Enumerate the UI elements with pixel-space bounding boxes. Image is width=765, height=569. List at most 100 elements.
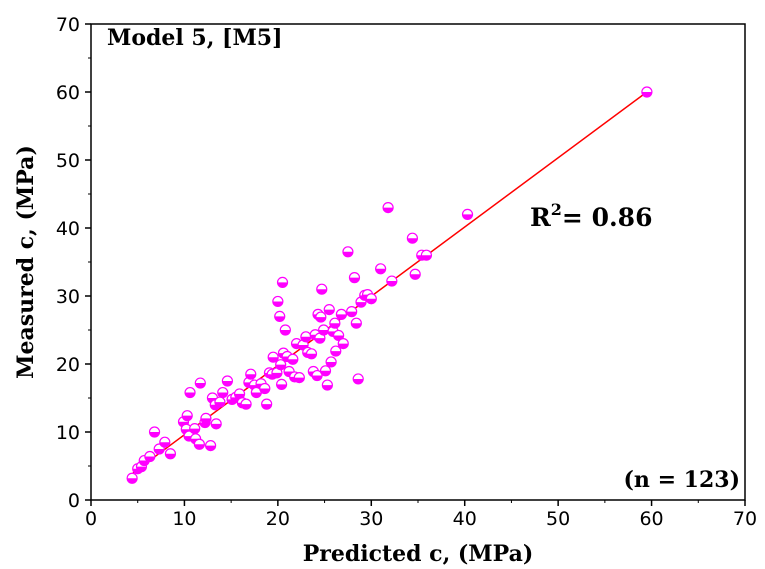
data-point bbox=[386, 275, 398, 287]
data-point bbox=[329, 317, 341, 329]
data-point bbox=[337, 338, 349, 350]
point-fill bbox=[185, 392, 196, 398]
chart-title: Model 5, [M5] bbox=[107, 25, 283, 51]
data-point bbox=[204, 440, 217, 452]
x-tick-label: 10 bbox=[172, 508, 196, 530]
point-fill bbox=[336, 314, 347, 320]
data-point bbox=[275, 378, 288, 390]
data-point bbox=[287, 353, 299, 365]
data-point bbox=[382, 202, 394, 214]
point-fill bbox=[375, 268, 386, 274]
data-point bbox=[300, 331, 312, 343]
data-point bbox=[250, 386, 262, 399]
data-point bbox=[184, 386, 196, 399]
point-fill bbox=[276, 384, 287, 390]
point-fill bbox=[261, 404, 272, 410]
y-axis-title: Measured c, (MPa) bbox=[13, 145, 39, 379]
data-point bbox=[276, 276, 289, 288]
point-fill bbox=[182, 415, 193, 421]
data-point bbox=[271, 367, 283, 379]
data-point bbox=[325, 356, 337, 368]
point-fill bbox=[326, 361, 337, 367]
point-fill bbox=[136, 466, 147, 472]
point-fill bbox=[159, 442, 170, 448]
point-fill bbox=[383, 207, 394, 213]
point-fill bbox=[277, 282, 288, 288]
point-fill bbox=[329, 323, 340, 329]
data-point bbox=[318, 324, 330, 336]
r2-prefix: R bbox=[530, 203, 551, 232]
data-point bbox=[181, 410, 193, 422]
data-point bbox=[348, 272, 361, 284]
x-tick-label: 60 bbox=[639, 508, 663, 530]
y-tick-label: 0 bbox=[68, 490, 80, 512]
data-point bbox=[350, 317, 362, 329]
point-fill bbox=[312, 375, 323, 381]
data-point bbox=[316, 283, 328, 295]
point-fill bbox=[274, 316, 285, 322]
point-fill bbox=[322, 385, 333, 391]
data-point bbox=[159, 436, 171, 448]
data-point bbox=[245, 368, 257, 380]
data-point bbox=[275, 359, 287, 371]
r2-annotation: R2= 0.86 bbox=[530, 200, 652, 232]
point-fill bbox=[421, 255, 432, 261]
axis-ticks bbox=[85, 23, 746, 506]
data-point bbox=[144, 450, 156, 463]
data-point bbox=[279, 324, 291, 336]
point-fill bbox=[251, 392, 262, 398]
data-point bbox=[365, 293, 377, 305]
point-fill bbox=[462, 214, 473, 220]
data-point bbox=[210, 418, 222, 430]
point-fill bbox=[144, 456, 155, 462]
point-fill bbox=[149, 432, 160, 437]
data-point bbox=[461, 208, 474, 220]
data-point bbox=[346, 306, 358, 318]
point-fill bbox=[641, 92, 652, 97]
point-fill bbox=[200, 418, 211, 424]
data-point bbox=[641, 86, 653, 98]
data-point bbox=[214, 396, 226, 408]
data-point bbox=[194, 377, 206, 389]
point-fill bbox=[353, 378, 364, 384]
point-fill bbox=[272, 301, 283, 307]
x-tick-label: 70 bbox=[733, 508, 757, 530]
x-tick-label: 40 bbox=[453, 508, 477, 530]
point-fill bbox=[316, 289, 327, 295]
y-tick-label: 40 bbox=[56, 218, 80, 240]
point-fill bbox=[349, 277, 360, 283]
point-fill bbox=[410, 274, 421, 280]
data-points bbox=[126, 86, 653, 484]
point-fill bbox=[275, 364, 286, 370]
point-fill bbox=[366, 298, 377, 304]
point-fill bbox=[346, 311, 357, 317]
point-fill bbox=[241, 404, 252, 410]
data-point bbox=[189, 423, 201, 435]
data-point bbox=[352, 373, 364, 385]
y-tick-label: 10 bbox=[56, 422, 80, 444]
data-point bbox=[406, 232, 418, 244]
point-fill bbox=[217, 392, 228, 398]
y-tick-label: 20 bbox=[56, 354, 80, 376]
point-fill bbox=[330, 351, 341, 357]
data-point bbox=[330, 345, 342, 357]
point-fill bbox=[214, 402, 225, 408]
point-fill bbox=[280, 330, 291, 335]
point-fill bbox=[318, 330, 329, 335]
data-point bbox=[135, 461, 148, 473]
point-fill bbox=[320, 370, 331, 376]
point-fill bbox=[139, 460, 150, 466]
point-fill bbox=[259, 388, 270, 394]
y-tick-label: 50 bbox=[56, 150, 80, 172]
point-fill bbox=[271, 372, 282, 378]
point-fill bbox=[268, 357, 279, 363]
point-fill bbox=[222, 381, 233, 387]
data-point bbox=[375, 263, 387, 275]
data-point bbox=[272, 295, 284, 308]
data-point bbox=[311, 369, 323, 382]
y-tick-label: 60 bbox=[56, 82, 80, 104]
data-point bbox=[193, 438, 205, 450]
data-point bbox=[342, 246, 354, 258]
data-point bbox=[274, 310, 286, 322]
